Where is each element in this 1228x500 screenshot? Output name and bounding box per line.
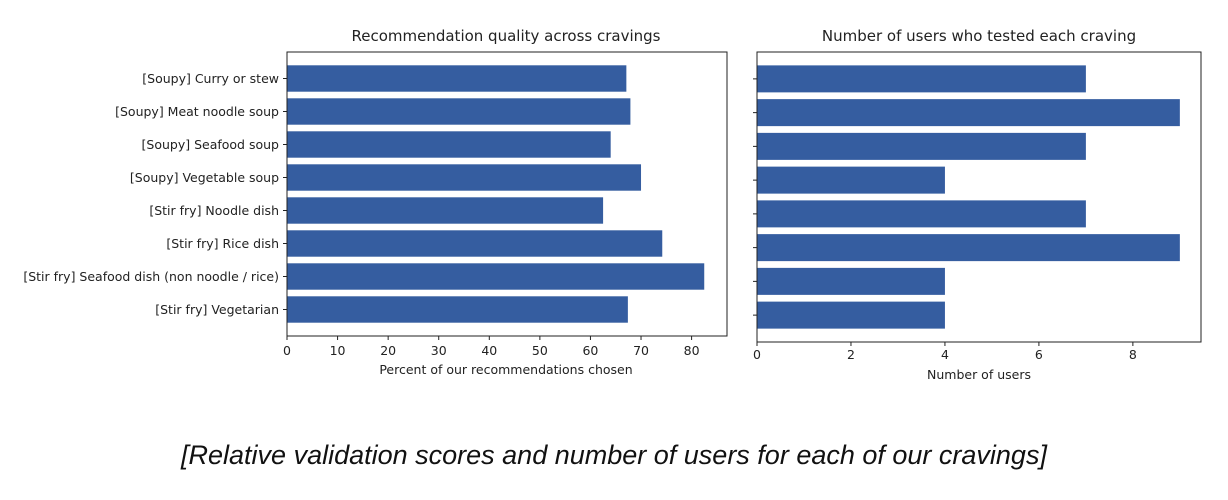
bar [757,65,1086,93]
y-tick-label: [Soupy] Seafood soup [142,137,280,152]
plot-frame [756,51,1202,343]
x-tick-label: 20 [380,343,396,358]
bar [287,131,611,158]
plot-frame [286,51,728,337]
x-tick-label: 50 [532,343,548,358]
bar [757,132,1086,160]
bar [287,197,604,224]
bar [287,164,642,191]
x-tick-label: 2 [847,347,855,362]
figure: Recommendation quality across cravings P… [23,27,1202,382]
chart-left: Recommendation quality across cravings P… [23,27,728,377]
chart-right-title: Number of users who tested each craving [822,27,1136,45]
x-tick-label: 60 [582,343,598,358]
chart-left-title: Recommendation quality across cravings [351,27,660,45]
bar [757,200,1086,228]
bar [287,65,627,92]
bar [287,296,628,323]
chart-right-xlabel: Number of users [927,367,1031,382]
bar [757,166,945,194]
y-tick-label: [Stir fry] Rice dish [166,236,279,251]
bar [287,98,631,125]
bar [287,263,705,290]
x-tick-label: 80 [684,343,700,358]
bar [757,267,945,295]
x-tick-label: 70 [633,343,649,358]
x-tick-label: 40 [481,343,497,358]
y-tick-label: [Soupy] Meat noodle soup [115,104,279,119]
x-tick-label: 4 [941,347,949,362]
figure-caption: [Relative validation scores and number o… [181,440,1047,470]
x-tick-label: 6 [1035,347,1043,362]
x-tick-label: 30 [431,343,447,358]
y-tick-label: [Stir fry] Vegetarian [155,302,279,317]
y-tick-label: [Stir fry] Noodle dish [149,203,279,218]
chart-right: Number of users who tested each craving … [753,27,1202,382]
y-tick-label: [Soupy] Vegetable soup [130,170,279,185]
bar [757,99,1180,127]
y-tick-label: [Stir fry] Seafood dish (non noodle / ri… [23,269,279,284]
bar [287,230,663,257]
x-tick-label: 8 [1129,347,1137,362]
bar [757,301,945,329]
x-tick-label: 0 [753,347,761,362]
chart-left-xlabel: Percent of our recommendations chosen [379,362,632,377]
y-tick-label: [Soupy] Curry or stew [142,71,279,86]
x-tick-label: 10 [330,343,346,358]
x-tick-label: 0 [283,343,291,358]
bar [757,234,1180,262]
